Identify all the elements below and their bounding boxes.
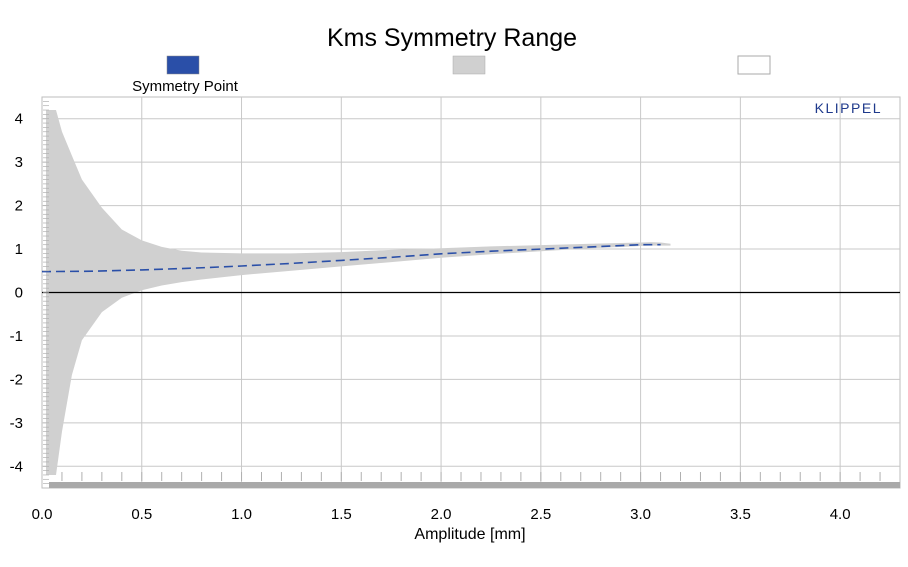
x-tick-label: 0.5 <box>131 506 152 523</box>
bottom-scale-bar <box>43 100 900 488</box>
y-tick-label: 3 <box>15 154 23 171</box>
x-tick-label: 2.0 <box>431 506 452 523</box>
x-tick-label: 1.0 <box>231 506 252 523</box>
legend-label-symmetry-point: Symmetry Point <box>132 78 239 95</box>
x-tick-label: 4.0 <box>830 506 851 523</box>
y-tick-label: -1 <box>10 328 23 345</box>
legend-swatch-symmetry-point <box>166 55 200 75</box>
legend-swatch-range <box>452 55 486 75</box>
y-tick-label: 1 <box>15 241 23 258</box>
brand-label: KLIPPEL <box>815 100 882 116</box>
y-tick-label: -4 <box>10 458 23 475</box>
x-tick-label: 2.5 <box>530 506 551 523</box>
y-tick-label: -3 <box>10 415 23 432</box>
y-tick-label: 2 <box>15 198 23 215</box>
grid <box>42 97 900 488</box>
x-tick-label: 3.5 <box>730 506 751 523</box>
y-tick-label: 0 <box>15 285 23 302</box>
x-tick-label: 3.0 <box>630 506 651 523</box>
y-tick-label: 4 <box>15 111 23 128</box>
x-axis-ticks: 0.0 0.5 1.0 1.5 2.0 2.5 3.0 3.5 4.0 <box>32 506 851 523</box>
legend-swatch-blank <box>737 55 771 75</box>
y-tick-label: -2 <box>10 371 23 388</box>
symmetry-point-series <box>41 243 661 273</box>
x-axis-label: Amplitude [mm] <box>414 526 525 543</box>
x-tick-label: 0.0 <box>32 506 53 523</box>
x-tick-label: 1.5 <box>331 506 352 523</box>
scale-strip <box>49 482 900 488</box>
y-axis-ticks: 4 3 2 1 0 -1 -2 -3 -4 <box>10 111 23 476</box>
chart-title: Kms Symmetry Range <box>327 24 577 52</box>
symmetry-point-line <box>41 243 661 273</box>
